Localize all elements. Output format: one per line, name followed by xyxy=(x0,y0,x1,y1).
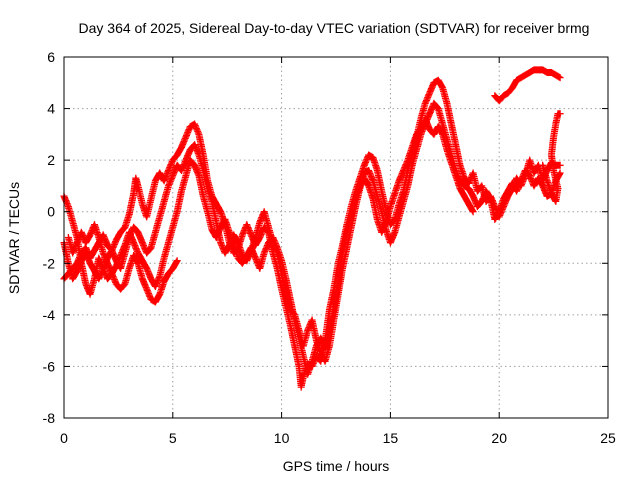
y-tick-label: 4 xyxy=(47,101,55,117)
x-tick-label: 15 xyxy=(383,430,399,446)
data-series xyxy=(64,115,477,378)
x-tick-label: 10 xyxy=(274,430,290,446)
chart-title: Day 364 of 2025, Sidereal Day-to-day VTE… xyxy=(79,20,590,36)
axis-ticks: 0 5 10 15 20 25 -8 -6 -4 -2 0 2 4 6 xyxy=(43,49,616,446)
y-tick-label: -4 xyxy=(43,307,56,323)
data-point-markers xyxy=(491,66,564,105)
y-tick-label: 2 xyxy=(47,152,55,168)
data-series xyxy=(539,110,564,205)
x-axis-label: GPS time / hours xyxy=(283,458,390,474)
data-point-markers xyxy=(539,110,564,205)
y-axis-label: SDTVAR / TECUs xyxy=(6,182,22,294)
data-series xyxy=(60,99,564,365)
grid-lines xyxy=(64,57,608,418)
y-tick-label: -8 xyxy=(43,410,56,426)
x-tick-label: 5 xyxy=(169,430,177,446)
y-tick-label: -6 xyxy=(43,358,56,374)
x-tick-label: 0 xyxy=(60,430,68,446)
data-series xyxy=(491,66,564,105)
data-point-markers xyxy=(64,115,477,378)
y-tick-label: 0 xyxy=(47,204,55,220)
data-point-markers xyxy=(60,99,564,365)
x-tick-label: 20 xyxy=(491,430,507,446)
plot-frame xyxy=(63,56,609,419)
x-tick-label: 25 xyxy=(600,430,616,446)
y-tick-label: 6 xyxy=(47,49,55,65)
data-points xyxy=(60,66,564,391)
y-tick-label: -2 xyxy=(43,255,56,271)
